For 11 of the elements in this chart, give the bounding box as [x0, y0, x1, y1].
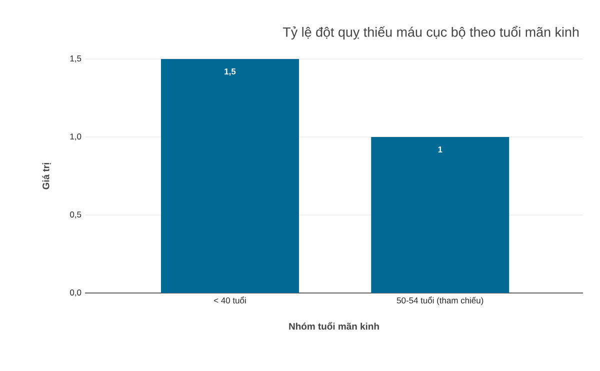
- y-tick-label: 1,0: [70, 134, 82, 140]
- data-label: 1,5: [224, 68, 236, 76]
- y-tick-label: 0,5: [70, 212, 82, 218]
- y-tick-label: 0,0: [70, 290, 82, 296]
- y-tick-label: 1,5: [70, 56, 82, 62]
- y-axis-title: Giá trị: [42, 163, 51, 190]
- chart-title: Tỷ lệ đột quỵ thiếu máu cục bộ theo tuổi mãn kinh: [282, 26, 579, 40]
- data-label: 1: [438, 146, 442, 152]
- x-axis-title: Nhóm tuổi mãn kinh: [289, 322, 379, 330]
- x-tick-label: 50-54 tuổi (tham chiếu): [396, 296, 484, 306]
- x-tick-label: < 40 tuổi: [214, 296, 246, 304]
